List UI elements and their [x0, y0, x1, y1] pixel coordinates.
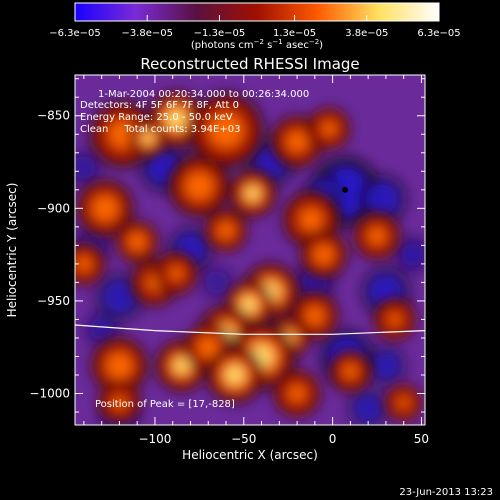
emission-bright	[185, 172, 214, 200]
y-tick-label: −1000	[29, 387, 70, 401]
negative-flux-core	[401, 243, 424, 267]
emission-peak	[174, 358, 190, 374]
negative-flux-core	[90, 317, 114, 341]
emission-bright	[398, 397, 410, 409]
emission-bright	[286, 131, 308, 152]
annotation-time: 1-Mar-2004 00:20:34.000 to 00:26:34.000	[98, 89, 309, 100]
y-tick-label: −950	[37, 294, 70, 308]
emission-bright	[368, 227, 386, 245]
negative-flux-core	[355, 395, 381, 422]
emission-bright	[208, 113, 244, 148]
x-axis-label: Heliocentric X (arcsec)	[182, 448, 318, 462]
colorbar	[75, 3, 439, 21]
y-axis-label: Heliocentric Y (arcsec)	[5, 183, 19, 318]
emission-bright	[289, 385, 306, 402]
emission-bright	[92, 195, 118, 222]
colorbar-ticks	[74, 15, 440, 21]
colorbar-tick-label: 1.3e−05	[273, 28, 316, 39]
emission-bright	[169, 266, 183, 280]
x-tick-label: −100	[138, 432, 171, 446]
positive-flux-layer	[75, 90, 423, 425]
emission-bright	[76, 256, 92, 272]
emission-peak	[166, 109, 186, 130]
emission-bright	[197, 336, 219, 358]
plot-frame	[74, 74, 426, 426]
annotation-block: 1-Mar-2004 00:20:34.000 to 00:26:34.000 …	[80, 89, 309, 135]
emission-peak	[241, 296, 258, 313]
y-tick-label: −900	[37, 201, 70, 215]
emission-bright	[106, 352, 133, 379]
colorbar-unit-label: (photons cm−2 s−1 asec−2)	[191, 38, 323, 51]
colorbar-frame	[74, 2, 440, 22]
chart-title: Reconstructed RHESSI Image	[140, 55, 359, 73]
annotation-energy: Energy Range: 25.0 - 50.0 keV	[80, 112, 233, 123]
colorbar-tick-label: −3.8e−05	[121, 28, 173, 39]
emission-peak	[245, 186, 260, 201]
emission-bright	[128, 232, 147, 251]
image-area	[75, 75, 425, 425]
emission-bright	[217, 222, 235, 239]
negative-flux-core	[366, 183, 398, 215]
colorbar-tick-label: 6.3e−05	[417, 28, 460, 39]
annotation-detectors: Detectors: 4F 5F 6F 7F 8F, Att 0	[80, 100, 239, 111]
colorbar-tick-label: −6.3e−05	[49, 28, 101, 39]
negative-flux-core	[205, 271, 229, 294]
colorbar-tick-label: 3.8e−05	[345, 28, 388, 39]
emission-bright	[321, 121, 337, 136]
x-tick-label: −50	[231, 432, 256, 446]
y-axis-ticks: −850 −900 −950 −1000	[29, 78, 425, 413]
emission-bright	[300, 208, 323, 231]
peak-marker	[342, 186, 349, 193]
peak-dot	[342, 186, 349, 193]
emission-peak	[225, 365, 245, 385]
colorbar-tick-labels: −6.3e−05 −3.8e−05 −1.3e−05 1.3e−05 3.8e−05 6.…	[49, 28, 460, 39]
emission-bright	[313, 244, 334, 265]
emission-bright	[388, 313, 401, 326]
emission-peak	[142, 132, 154, 144]
colorbar-tick-label: −1.3e−05	[194, 28, 246, 39]
solar-limb-curve	[75, 324, 425, 335]
x-tick-label: 0	[329, 432, 337, 446]
emission-bright	[343, 364, 358, 379]
negative-flux-core	[373, 352, 399, 379]
negative-flux-core	[75, 156, 96, 179]
emission-bright	[113, 396, 126, 409]
x-tick-label: 50	[414, 432, 429, 446]
y-tick-label: −850	[37, 109, 70, 123]
annotation-clean: Clean Total counts: 3.94E+03	[80, 124, 240, 135]
footer-date: 23-Jun-2013 13:23	[399, 487, 493, 498]
emission-bright	[305, 306, 325, 326]
peak-position-label: Position of Peak = [17,-828]	[95, 399, 235, 410]
x-axis-ticks: −100 −50 0 50	[83, 75, 429, 446]
negative-flux-core	[103, 281, 136, 313]
